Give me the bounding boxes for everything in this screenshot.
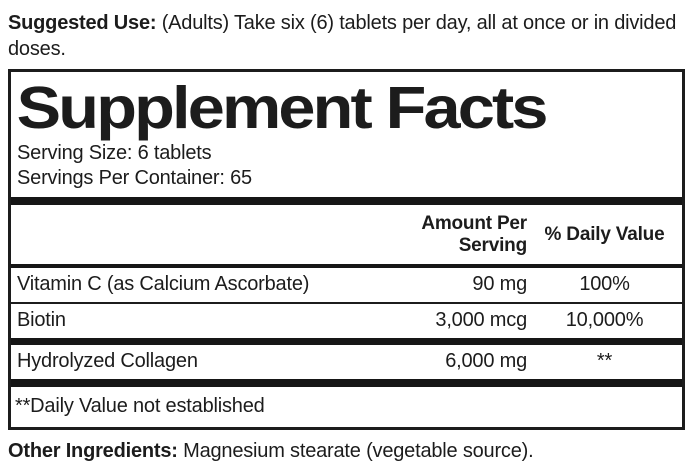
separator-bar-thick: [11, 338, 682, 345]
panel-title: Supplement Facts: [16, 75, 549, 141]
table-row-hydrolyzed-collagen: Hydrolyzed Collagen 6,000 mg **: [11, 345, 682, 379]
daily-value-footnote: **Daily Value not established: [15, 395, 265, 417]
nutrient-daily-value: 100%: [579, 273, 630, 295]
servings-per-container-line: Servings Per Container: 65: [17, 167, 252, 189]
suggested-use-label: Suggested Use:: [8, 12, 157, 34]
panel-title-wrap: Supplement Facts: [11, 72, 682, 141]
nutrient-name: Biotin: [17, 309, 66, 331]
table-row-biotin: Biotin 3,000 mcg 10,000%: [11, 302, 682, 338]
table-header-row: Amount Per Serving % Daily Value: [11, 205, 682, 264]
nutrient-name: Hydrolyzed Collagen: [17, 350, 198, 372]
nutrient-name: Vitamin C (as Calcium Ascorbate): [17, 273, 310, 295]
header-daily-value: % Daily Value: [544, 224, 665, 245]
nutrient-amount: 3,000 mcg: [435, 309, 527, 331]
nutrient-amount: 90 mg: [472, 273, 527, 295]
separator-bar-thick: [11, 379, 682, 387]
supplement-facts-panel: Supplement Facts Serving Size: 6 tablets…: [8, 69, 685, 430]
table-row-vitamin-c: Vitamin C (as Calcium Ascorbate) 90 mg 1…: [11, 268, 682, 302]
nutrient-daily-value: 10,000%: [565, 309, 644, 331]
suggested-use-text: (Adults) Take six (6) tablets per day, a…: [8, 12, 677, 60]
other-ingredients-text: Magnesium stearate (vegetable source).: [177, 440, 534, 462]
suggested-use-paragraph: Suggested Use: (Adults) Take six (6) tab…: [8, 10, 683, 62]
other-ingredients-paragraph: Other Ingredients: Magnesium stearate (v…: [8, 438, 683, 462]
separator-bar-thick: [11, 197, 682, 205]
nutrient-daily-value: **: [596, 350, 613, 372]
separator-bar-medium: [11, 264, 682, 268]
header-amount-per-serving: Amount Per Serving: [421, 213, 527, 256]
other-ingredients-label: Other Ingredients:: [8, 440, 178, 462]
serving-size-line: Serving Size: 6 tablets: [17, 142, 212, 164]
nutrient-amount: 6,000 mg: [445, 350, 527, 372]
